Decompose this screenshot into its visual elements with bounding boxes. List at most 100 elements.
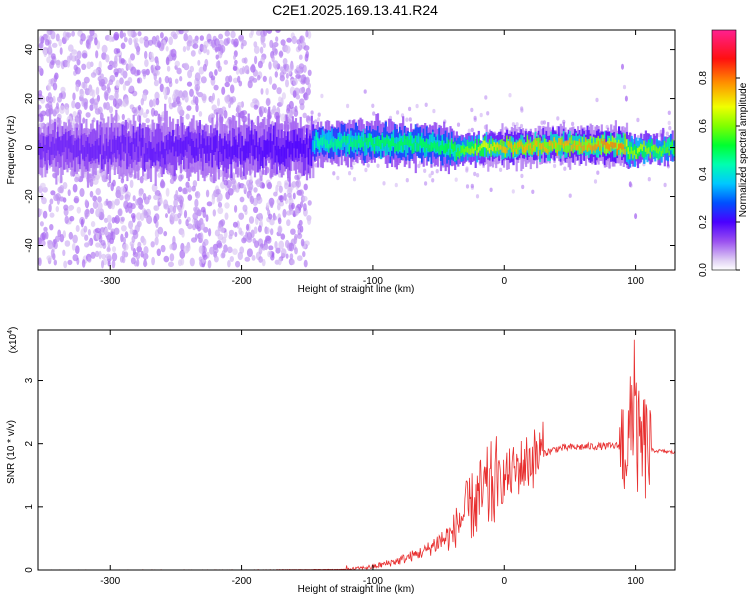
spectral-mark <box>261 150 264 169</box>
spectral-mark <box>584 137 588 143</box>
spectral-mark <box>222 145 225 162</box>
spectral-mark <box>561 139 564 146</box>
spectral-mark <box>509 144 512 159</box>
spectral-mark <box>417 143 420 152</box>
noise-speckle <box>255 178 262 188</box>
spectral-mark <box>641 145 644 158</box>
spectral-mark <box>564 141 567 147</box>
noise-speckle <box>183 245 190 254</box>
noise-speckle <box>269 39 274 49</box>
spectral-mark <box>556 142 559 153</box>
noise-speckle <box>120 68 125 76</box>
halo-speckle <box>563 166 567 171</box>
spectral-mark <box>424 141 427 153</box>
noise-speckle <box>76 118 80 124</box>
noise-speckle <box>38 65 42 72</box>
noise-speckle <box>286 107 290 114</box>
noise-speckle <box>218 33 224 40</box>
noise-speckle <box>203 238 209 246</box>
noise-speckle <box>155 59 160 66</box>
noise-speckle <box>92 195 98 202</box>
noise-speckle <box>246 179 252 187</box>
noise-speckle <box>79 90 85 98</box>
noise-speckle <box>275 30 281 33</box>
noise-speckle <box>77 109 82 116</box>
noise-speckle <box>160 32 164 39</box>
noise-speckle <box>291 35 297 45</box>
spectral-mark <box>640 143 643 150</box>
spectral-mark <box>386 135 389 155</box>
x-tick-label: -200 <box>232 576 252 587</box>
spectral-mark <box>345 140 348 157</box>
halo-speckle <box>408 106 412 112</box>
spectral-mark <box>580 142 583 148</box>
y-tick-label: 3 <box>24 377 35 383</box>
spectral-mark <box>165 135 168 151</box>
spectral-mark <box>135 131 138 147</box>
noise-speckle <box>239 196 245 203</box>
noise-speckle <box>221 236 227 244</box>
noise-speckle <box>122 83 126 91</box>
noise-speckle <box>57 229 62 238</box>
spectral-mark <box>159 128 162 159</box>
spectral-mark <box>348 133 351 152</box>
noise-speckle <box>193 218 199 225</box>
spectral-mark <box>138 134 142 162</box>
spectral-mark <box>567 140 570 146</box>
spectral-mark <box>499 140 502 150</box>
spectral-mark <box>614 142 617 148</box>
spectral-mark <box>305 132 309 158</box>
spectral-mark <box>357 135 361 144</box>
spectral-mark <box>197 125 200 160</box>
spectral-mark <box>277 145 280 163</box>
spectral-mark <box>328 144 331 153</box>
spectral-mark <box>339 141 342 150</box>
noise-speckle <box>250 101 255 108</box>
noise-speckle <box>120 58 125 64</box>
spectral-mark <box>654 146 657 157</box>
noise-speckle <box>101 260 104 269</box>
noise-speckle <box>38 104 42 110</box>
noise-speckle <box>179 199 183 208</box>
spectral-mark <box>148 141 151 159</box>
y-tick-label: 0 <box>24 144 35 150</box>
noise-speckle <box>46 56 51 64</box>
spectral-mark <box>246 141 249 159</box>
spectral-mark <box>471 146 474 154</box>
noise-speckle <box>217 201 223 208</box>
spectral-mark <box>454 141 457 151</box>
noise-speckle <box>206 49 210 56</box>
spectral-mark <box>225 140 228 159</box>
spectral-mark <box>82 145 85 159</box>
noise-speckle <box>197 59 201 66</box>
spectral-mark <box>581 136 584 147</box>
halo-speckle <box>320 93 324 99</box>
halo-speckle <box>520 173 524 179</box>
spectral-mark <box>537 137 540 151</box>
spectral-mark <box>157 142 160 162</box>
spectral-mark <box>578 141 581 155</box>
spectral-mark <box>80 135 83 178</box>
halo-speckle <box>515 122 519 127</box>
spectral-mark <box>156 123 159 155</box>
spectral-mark <box>611 142 614 149</box>
noise-speckle <box>59 184 64 194</box>
spectral-mark <box>72 145 75 160</box>
spectral-mark <box>335 139 339 149</box>
noise-speckle <box>294 247 298 255</box>
noise-speckle <box>253 226 258 234</box>
spectral-mark <box>244 141 247 161</box>
spectral-mark <box>378 139 381 147</box>
spectral-mark <box>435 142 438 152</box>
noise-speckle <box>162 87 167 96</box>
spectral-mark <box>246 127 249 154</box>
spectral-mark <box>532 144 536 151</box>
noise-speckle <box>171 102 178 108</box>
spectral-mark <box>629 141 632 156</box>
noise-speckle <box>205 189 210 198</box>
noise-speckle <box>303 45 310 51</box>
noise-speckle <box>170 48 177 58</box>
colorbar-tick-label: 0.6 <box>698 119 709 133</box>
noise-speckle <box>282 208 287 218</box>
spectral-mark <box>405 139 408 157</box>
